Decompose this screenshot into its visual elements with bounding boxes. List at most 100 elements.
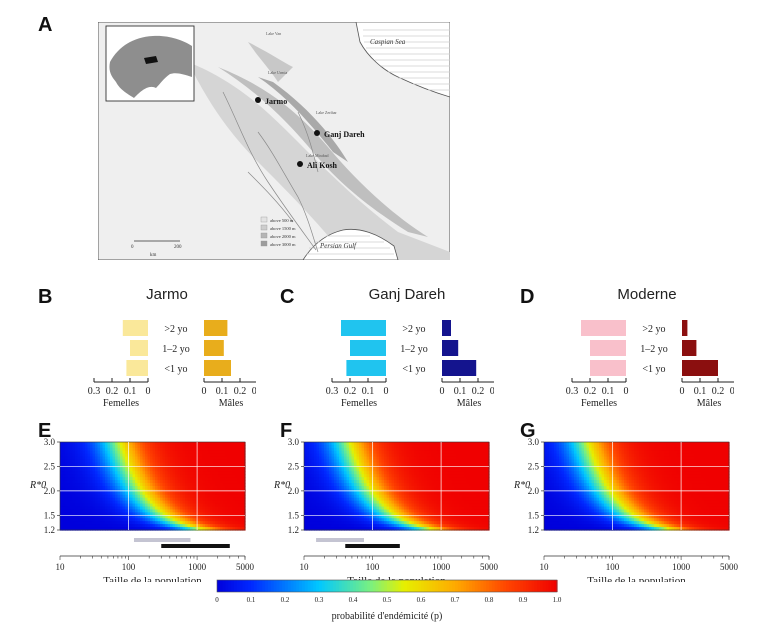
heatmap-cell (167, 480, 171, 484)
heatmap-cell (421, 527, 425, 531)
heatmap-cell (604, 444, 608, 449)
heatmap-cell (242, 456, 246, 461)
heatmap-cell (474, 527, 478, 531)
heatmap-cell (210, 480, 214, 484)
heatmap-cell (324, 497, 328, 502)
heatmap-cell (82, 468, 86, 472)
heatmap-cell (185, 486, 189, 490)
heatmap-cell (65, 506, 69, 511)
heatmap-cell (434, 503, 438, 508)
heatmap-cell (170, 480, 174, 484)
heatmap-cell (656, 447, 660, 452)
heatmap-cell (242, 491, 246, 496)
heatmap-cell (409, 515, 413, 519)
heatmap-cell (202, 500, 206, 505)
heatmap-cell (60, 480, 64, 484)
heatmap-cell (364, 494, 368, 499)
heatmap-cell (92, 503, 96, 508)
heatmap-cell (461, 483, 465, 487)
heatmap-cell (160, 521, 164, 525)
heatmap-cell (429, 480, 433, 484)
heatmap-cell (157, 465, 161, 469)
heatmap-cell (207, 497, 211, 502)
heatmap-cell (336, 483, 340, 487)
heatmap-cell (449, 456, 453, 461)
heatmap-cell (334, 471, 338, 475)
heatmap-cell (669, 444, 673, 449)
heatmap-cell (426, 521, 430, 525)
heatmap-cell (404, 500, 408, 505)
heatmap-cell (205, 503, 209, 508)
heatmap-cell (364, 456, 368, 461)
heatmap-cell (439, 524, 443, 528)
heatmap-cell (366, 459, 370, 464)
heatmap-cell (95, 486, 99, 490)
heatmap-cell (336, 477, 340, 481)
heatmap-cell (165, 444, 169, 449)
heatmap-cell (441, 453, 445, 458)
heatmap-cell (160, 471, 164, 475)
female-tick-label: 0.3 (326, 386, 339, 397)
heatmap-cell (319, 491, 323, 496)
heatmap-cell (217, 491, 221, 496)
heatmap-cell (107, 527, 111, 531)
heatmap-cell (326, 444, 330, 449)
heatmap-cell (416, 509, 420, 513)
heatmap-cell (324, 468, 328, 472)
heatmap-cell (97, 491, 101, 496)
heatmap-cell (117, 477, 121, 481)
heatmap-cell (192, 459, 196, 464)
heatmap-cell (92, 483, 96, 487)
heatmap-cell (469, 442, 473, 446)
heatmap-cell (319, 527, 323, 531)
heatmap-cell (242, 468, 246, 472)
heatmap-cell (60, 453, 64, 458)
heatmap-cell (469, 474, 473, 478)
heatmap-cell (92, 456, 96, 461)
heatmap-cell (70, 442, 74, 446)
heatmap-cell (202, 483, 206, 487)
heatmap-cell (157, 494, 161, 499)
heatmap-cell (65, 444, 69, 449)
heatmap-cell (120, 450, 124, 455)
heatmap-cell (215, 453, 219, 458)
heatmap-cell (329, 515, 333, 519)
heatmap-cell (586, 442, 590, 446)
x-tick-label: 100 (122, 562, 136, 572)
heatmap-cell (117, 506, 121, 511)
heatmap-cell (416, 471, 420, 475)
heatmap-cell (117, 509, 121, 513)
heatmap-cell (200, 515, 204, 519)
heatmap-cell (162, 518, 166, 522)
heatmap-cell (546, 450, 550, 455)
heatmap-cell (386, 456, 390, 461)
heatmap-cell (399, 491, 403, 496)
persian-gulf-label: Persian Gulf (319, 242, 357, 250)
heatmap-cell (351, 512, 355, 516)
heatmap-cell (411, 491, 415, 496)
heatmap-cell (406, 524, 410, 528)
heatmap-cell (202, 494, 206, 499)
heatmap-cell (396, 480, 400, 484)
heatmap-cell (87, 497, 91, 502)
heatmap-cell (469, 506, 473, 511)
heatmap-cell (157, 447, 161, 452)
heatmap-cell (117, 447, 121, 452)
heatmap-cell (205, 456, 209, 461)
heatmap-cell (311, 521, 315, 525)
heatmap-cell (142, 480, 146, 484)
heatmap-cell (311, 477, 315, 481)
heatmap-cell (309, 518, 313, 522)
heatmap-cell (344, 450, 348, 455)
heatmap-cell (80, 512, 84, 516)
heatmap-cell (160, 480, 164, 484)
legend-swatch (260, 240, 268, 247)
heatmap-cell (566, 450, 570, 455)
heatmap-cell (242, 524, 246, 528)
heatmap-cell (581, 444, 585, 449)
heatmap-cell (351, 524, 355, 528)
heatmap-cell (624, 442, 628, 446)
heatmap-cell (444, 486, 448, 490)
heatmap-cell (182, 480, 186, 484)
heatmap-cell (464, 509, 468, 513)
